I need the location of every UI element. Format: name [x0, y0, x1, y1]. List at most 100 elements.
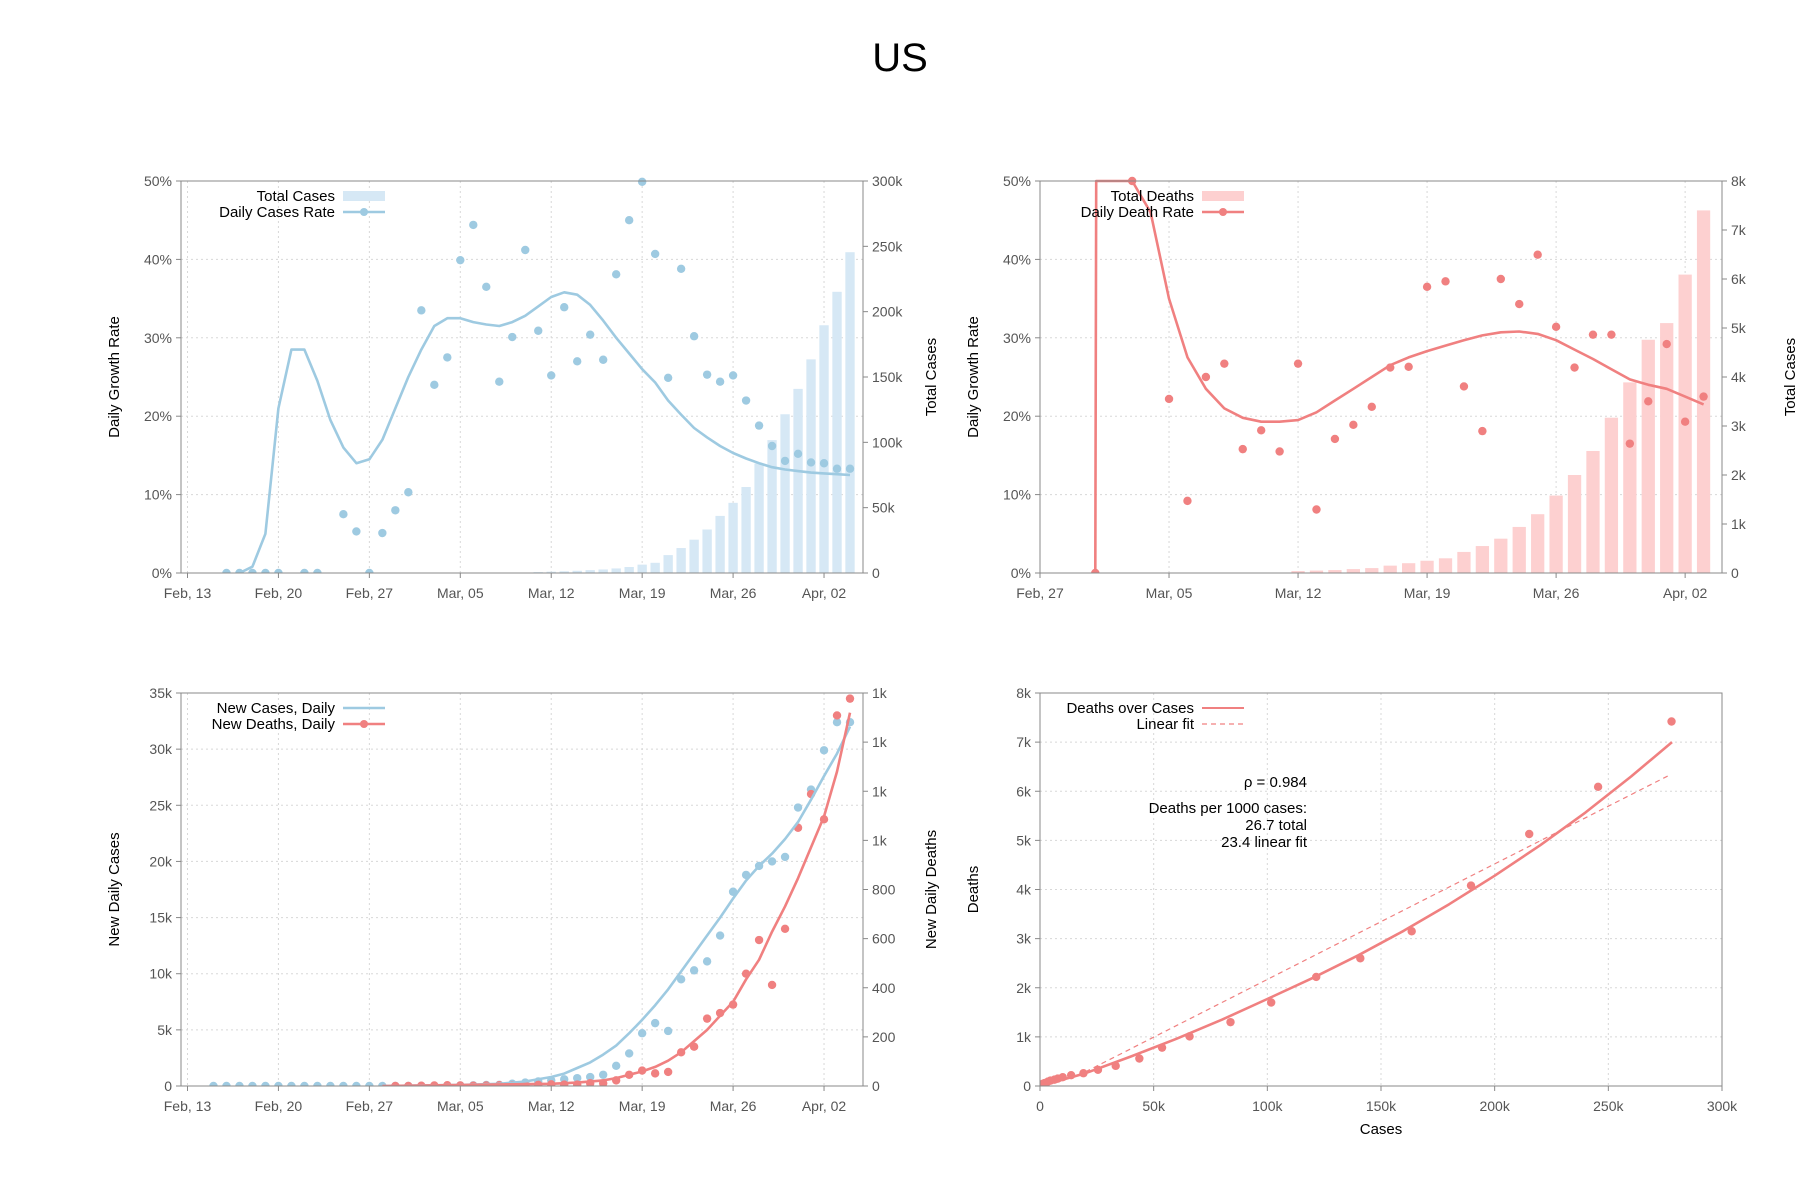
top-left-ytick-label: 30%	[144, 330, 172, 346]
bottom-left-xtick-label: Mar, 26	[710, 1098, 757, 1114]
top-left-bar	[598, 569, 608, 573]
bottom-right-annotation: Deaths per 1000 cases:	[1149, 800, 1307, 817]
top-right-bar	[1383, 565, 1397, 573]
top-left-y2tick-label: 150k	[872, 369, 903, 385]
top-left-bar	[546, 571, 556, 573]
bottom-right-xtick-label: 250k	[1593, 1098, 1624, 1114]
top-right-trend-line	[1094, 179, 1705, 573]
top-left-point	[741, 396, 751, 405]
bottom-left-point	[287, 1081, 296, 1086]
top-left-y2tick-label: 0	[872, 565, 880, 581]
top-right-point	[1680, 417, 1690, 426]
bottom-left-point	[832, 717, 842, 727]
top-left-point	[650, 249, 660, 259]
top-right-y2tick-label: 8k	[1731, 173, 1747, 189]
top-left-point	[352, 527, 361, 536]
top-left-y2tick-label: 100k	[872, 434, 903, 450]
top-left-ylabel: Daily Growth Rate	[106, 316, 123, 438]
bottom-left-plot-area	[209, 694, 855, 1086]
top-left-bar	[637, 564, 647, 573]
top-right-point	[1404, 362, 1413, 372]
bottom-left-point	[832, 711, 842, 720]
bottom-right-ytick-label: 2k	[1016, 980, 1032, 996]
top-right-point	[1662, 339, 1671, 349]
bottom-left-y2tick-label: 800	[872, 882, 896, 898]
top-right-legend-label: Daily Death Rate	[1081, 204, 1194, 221]
bottom-left-point	[650, 1018, 660, 1028]
bottom-left-legend-label: New Cases, Daily	[217, 700, 336, 717]
top-left-xtick-label: Feb, 13	[164, 585, 212, 601]
bottom-right-point	[1525, 829, 1534, 839]
top-right-point	[1312, 505, 1321, 514]
bottom-left-ytick-label: 25k	[149, 797, 173, 813]
bottom-left-point	[313, 1081, 322, 1086]
top-right-bar	[1291, 571, 1305, 573]
top-right-point	[1275, 447, 1284, 456]
top-right-bar	[1309, 570, 1324, 573]
bottom-left-ytick-label: 5k	[157, 1022, 173, 1038]
top-left-bar	[780, 414, 790, 573]
bottom-left-ytick-label: 30k	[149, 741, 173, 757]
top-left-point	[754, 421, 764, 430]
top-left-bar	[819, 325, 829, 573]
top-left-xtick-label: Mar, 19	[619, 585, 666, 601]
top-right-legend-marker	[1219, 208, 1227, 216]
top-left-bar	[572, 570, 582, 573]
bottom-left-xtick-label: Mar, 12	[528, 1098, 575, 1114]
top-left-bar	[741, 487, 751, 573]
top-left-ytick-label: 20%	[144, 408, 172, 424]
top-right-bar	[1604, 417, 1619, 573]
bottom-left-point	[261, 1081, 270, 1086]
top-left-bar	[767, 440, 777, 573]
bottom-left-point	[586, 1072, 595, 1082]
bottom-left-point	[300, 1081, 309, 1086]
top-right-xtick-label: Apr, 02	[1663, 585, 1708, 601]
top-right-xtick-label: Mar, 19	[1404, 585, 1451, 601]
bottom-left-point	[715, 931, 725, 940]
bottom-left-ytick-label: 35k	[149, 685, 173, 701]
top-left-xtick-label: Feb, 27	[346, 585, 394, 601]
bottom-right-ytick-label: 5k	[1016, 832, 1032, 848]
top-left-point	[573, 357, 582, 366]
figure-title: US	[872, 36, 928, 80]
bottom-left-xtick-label: Mar, 05	[437, 1098, 484, 1114]
bottom-right-ylabel: Deaths	[965, 866, 982, 914]
top-right-legend-swatch	[1202, 191, 1244, 201]
top-left-point	[663, 373, 673, 382]
top-right-y2tick-label: 0	[1731, 565, 1739, 581]
top-left-point	[482, 282, 491, 292]
top-left-point	[793, 449, 803, 459]
top-left-point	[300, 568, 309, 573]
bottom-right-xtick-label: 300k	[1707, 1098, 1738, 1114]
top-right-bar	[1365, 568, 1379, 573]
top-right-point	[1625, 439, 1635, 448]
bottom-left-y2label: New Daily Deaths	[923, 830, 940, 949]
top-left-point	[780, 456, 790, 466]
top-left-bar	[845, 252, 855, 573]
top-left-point	[611, 270, 621, 279]
bottom-left-y2tick-label: 400	[872, 980, 896, 996]
top-right-ytick-label: 40%	[1003, 251, 1031, 267]
bottom-right-trend-line	[1040, 741, 1673, 1086]
top-left-bar	[676, 548, 686, 573]
top-left-point	[806, 458, 816, 467]
top-right-xtick-label: Mar, 12	[1275, 585, 1322, 601]
top-left-point	[443, 353, 452, 362]
top-left-bar	[832, 291, 842, 573]
bottom-left-trend-line	[382, 712, 852, 1086]
bottom-right-point	[1667, 717, 1676, 726]
bottom-right-linear-fit-line	[1085, 774, 1670, 1073]
top-left-bar	[754, 463, 764, 573]
top-right-bar	[1567, 475, 1582, 573]
top-left-bar	[702, 529, 712, 573]
top-left-xtick-label: Mar, 05	[437, 585, 484, 601]
top-left-legend-label: Total Cases	[257, 188, 335, 205]
bottom-left-trend-line	[382, 726, 852, 1086]
bottom-left-xtick-label: Feb, 27	[346, 1098, 394, 1114]
top-left-legend-marker	[360, 208, 368, 216]
bottom-right-point	[1593, 782, 1603, 792]
bottom-left-point	[663, 1067, 673, 1077]
bottom-right-xtick-label: 50k	[1142, 1098, 1166, 1114]
bottom-left-point	[650, 1069, 660, 1078]
